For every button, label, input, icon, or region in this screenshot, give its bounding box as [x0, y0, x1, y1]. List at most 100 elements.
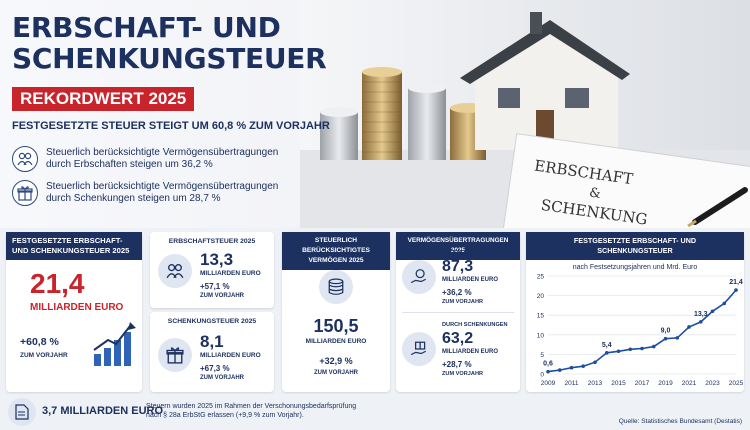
footer-note-line-1: Steuern wurden 2025 im Rahmen der Versch… [146, 403, 357, 410]
data-point [675, 336, 680, 340]
bullet-erbschaften: Steuerlich berücksichtigte Vermögensüber… [12, 146, 286, 172]
y-tick-label: 25 [537, 274, 545, 281]
data-point [687, 325, 691, 329]
bullet-text-schenkungen: Steuerlich berücksichtigte Vermögensüber… [46, 181, 279, 204]
data-point [722, 301, 727, 306]
document-text-and: & [588, 185, 602, 201]
y-tick-label: 5 [540, 352, 544, 359]
footer-amount: 3,7 MILLIARDEN EURO [42, 405, 164, 417]
card-vermoegen: STEUERLICH BERÜCKSICHTIGTES VERMÖGEN 202… [282, 232, 390, 392]
people-icon [12, 146, 38, 172]
vermoegen-delta-label: ZUM VORJAHR [313, 370, 358, 376]
total-delta-label: ZUM VORJAHR [20, 352, 68, 359]
schenkung-title: SCHENKUNGSTEUER 2025 [167, 318, 257, 325]
page-title: ERBSCHAFT- UND SCHENKUNGSTEUER [12, 11, 327, 75]
x-tick-label: 2013 [588, 380, 603, 387]
y-tick-label: 0 [540, 372, 544, 379]
erbschaft-value: 13,3 [200, 250, 234, 269]
schenkung-value: 8,1 [200, 332, 224, 351]
vermoegen-title: STEUERLICH BERÜCKSICHTIGTES VERMÖGEN 202… [282, 232, 390, 270]
erbschaften-delta: +36,2 % [442, 288, 472, 297]
series-line [547, 289, 737, 373]
data-label: 21,4 [729, 279, 743, 286]
schenkung-unit: MILLIARDEN EURO [200, 352, 261, 359]
y-tick-label: 20 [537, 293, 545, 300]
data-point [557, 368, 562, 372]
uebertragungen-title: VERMÖGENSÜBERTRAGUNGEN 2025 [396, 232, 520, 260]
data-point [698, 320, 703, 324]
gift-icon [12, 180, 38, 206]
erbschaft-title: ERBSCHAFTSTEUER 2025 [168, 238, 256, 245]
data-point [663, 336, 668, 341]
x-tick-label: 2015 [611, 380, 626, 387]
card-schenkungsteuer: SCHENKUNGSTEUER 2025 8,1 MILLIARDEN EURO… [150, 312, 274, 392]
rising-bars-icon [93, 322, 136, 366]
schenkungen-delta-label: ZUM VORJAHR [442, 371, 484, 377]
data-point [616, 349, 621, 354]
card-chart: FESTGESETZTE ERBSCHAFT- UND SCHENKUNGSTE… [526, 232, 744, 392]
vermoegen-value: 150,5 [313, 316, 359, 336]
chart-subtitle: nach Festsetzungsjahren und Mrd. Euro [572, 264, 698, 271]
house-icon [460, 12, 630, 150]
erbschaft-delta-label: ZUM VORJAHR [200, 293, 245, 299]
data-point [581, 364, 586, 368]
vermoegen-delta: +32,9 % [319, 356, 353, 366]
erbschaften-unit: MILLIARDEN EURO [442, 277, 498, 283]
schenkungen-value: 63,2 [442, 330, 474, 347]
money-hand-icon [402, 260, 436, 294]
y-tick-label: 10 [537, 332, 545, 339]
card-total-title: FESTGESETZTE ERBSCHAFT- UND SCHENKUNGSTE… [6, 232, 142, 260]
y-tick-label: 15 [537, 313, 545, 320]
erbschaft-delta: +57,1 % [200, 282, 230, 291]
erbschaften-delta-label: ZUM VORJAHR [442, 299, 484, 305]
erbschaften-label: DURCH ERBSCHAFTEN [442, 250, 507, 256]
bullet-schenkungen: Steuerlich berücksichtigte Vermögensüber… [12, 180, 286, 206]
erbschaften-value: 87,3 [442, 258, 474, 275]
pen-icon [687, 187, 748, 228]
headline-subline: FESTGESETZTE STEUER STEIGT UM 60,8 % ZUM… [12, 120, 330, 132]
gift-hand-icon [402, 332, 436, 366]
gift-icon [158, 338, 192, 372]
data-label: 0,6 [543, 361, 553, 368]
x-tick-label: 2011 [565, 380, 579, 387]
x-tick-label: 2025 [729, 380, 744, 387]
data-point [640, 346, 644, 351]
record-badge: REKORDWERT 2025 [12, 87, 195, 111]
x-tick-label: 2023 [705, 380, 720, 387]
data-point [734, 288, 738, 292]
footer: 3,7 MILLIARDEN EURO Steuern wurden 2025 … [0, 396, 750, 430]
divider [402, 312, 514, 313]
data-point [593, 360, 597, 365]
coins-icon [319, 270, 353, 304]
data-point [604, 351, 609, 355]
x-tick-label: 2021 [682, 380, 697, 387]
hero-section: ERBSCHAFT & SCHENKUNG ERBSCHAFT- UND SCH… [0, 0, 750, 228]
total-unit: MILLIARDEN EURO [30, 302, 124, 313]
schenkungen-delta: +28,7 % [442, 360, 472, 369]
data-point [628, 347, 633, 352]
data-label: 5,4 [602, 342, 612, 349]
data-label: 9,0 [661, 328, 671, 335]
data-point [546, 369, 550, 374]
document-icon [8, 398, 36, 426]
data-point [710, 309, 715, 314]
chart-title: FESTGESETZTE ERBSCHAFT- UND SCHENKUNGSTE… [526, 232, 744, 260]
erbschaft-unit: MILLIARDEN EURO [200, 270, 261, 277]
footer-source: Quelle: Statistisches Bundesamt (Destati… [618, 418, 742, 425]
schenkung-delta: +67,3 % [200, 364, 230, 373]
card-erbschaftsteuer: ERBSCHAFTSTEUER 2025 13,3 MILLIARDEN EUR… [150, 232, 274, 308]
footer-note: Steuern wurden 2025 im Rahmen der Versch… [146, 402, 356, 420]
bullet-text-erbschaften: Steuerlich berücksichtigte Vermögensüber… [46, 147, 279, 170]
vermoegen-unit: MILLIARDEN EURO [305, 338, 367, 345]
x-tick-label: 2017 [635, 380, 650, 387]
schenkungen-label: DURCH SCHENKUNGEN [442, 322, 508, 328]
schenkung-delta-label: ZUM VORJAHR [200, 375, 245, 381]
footer-note-line-2: nach § 28a ErbStG erlassen (+9,9 % zum V… [146, 412, 304, 419]
data-label: 13,3 [694, 311, 708, 318]
title-line-2: SCHENKUNGSTEUER [12, 42, 327, 75]
schenkungen-unit: MILLIARDEN EURO [442, 349, 498, 355]
document-image: ERBSCHAFT & SCHENKUNG [502, 133, 750, 228]
title-line-1: ERBSCHAFT- UND [12, 11, 281, 44]
hero-illustration: ERBSCHAFT & SCHENKUNG [300, 0, 750, 228]
